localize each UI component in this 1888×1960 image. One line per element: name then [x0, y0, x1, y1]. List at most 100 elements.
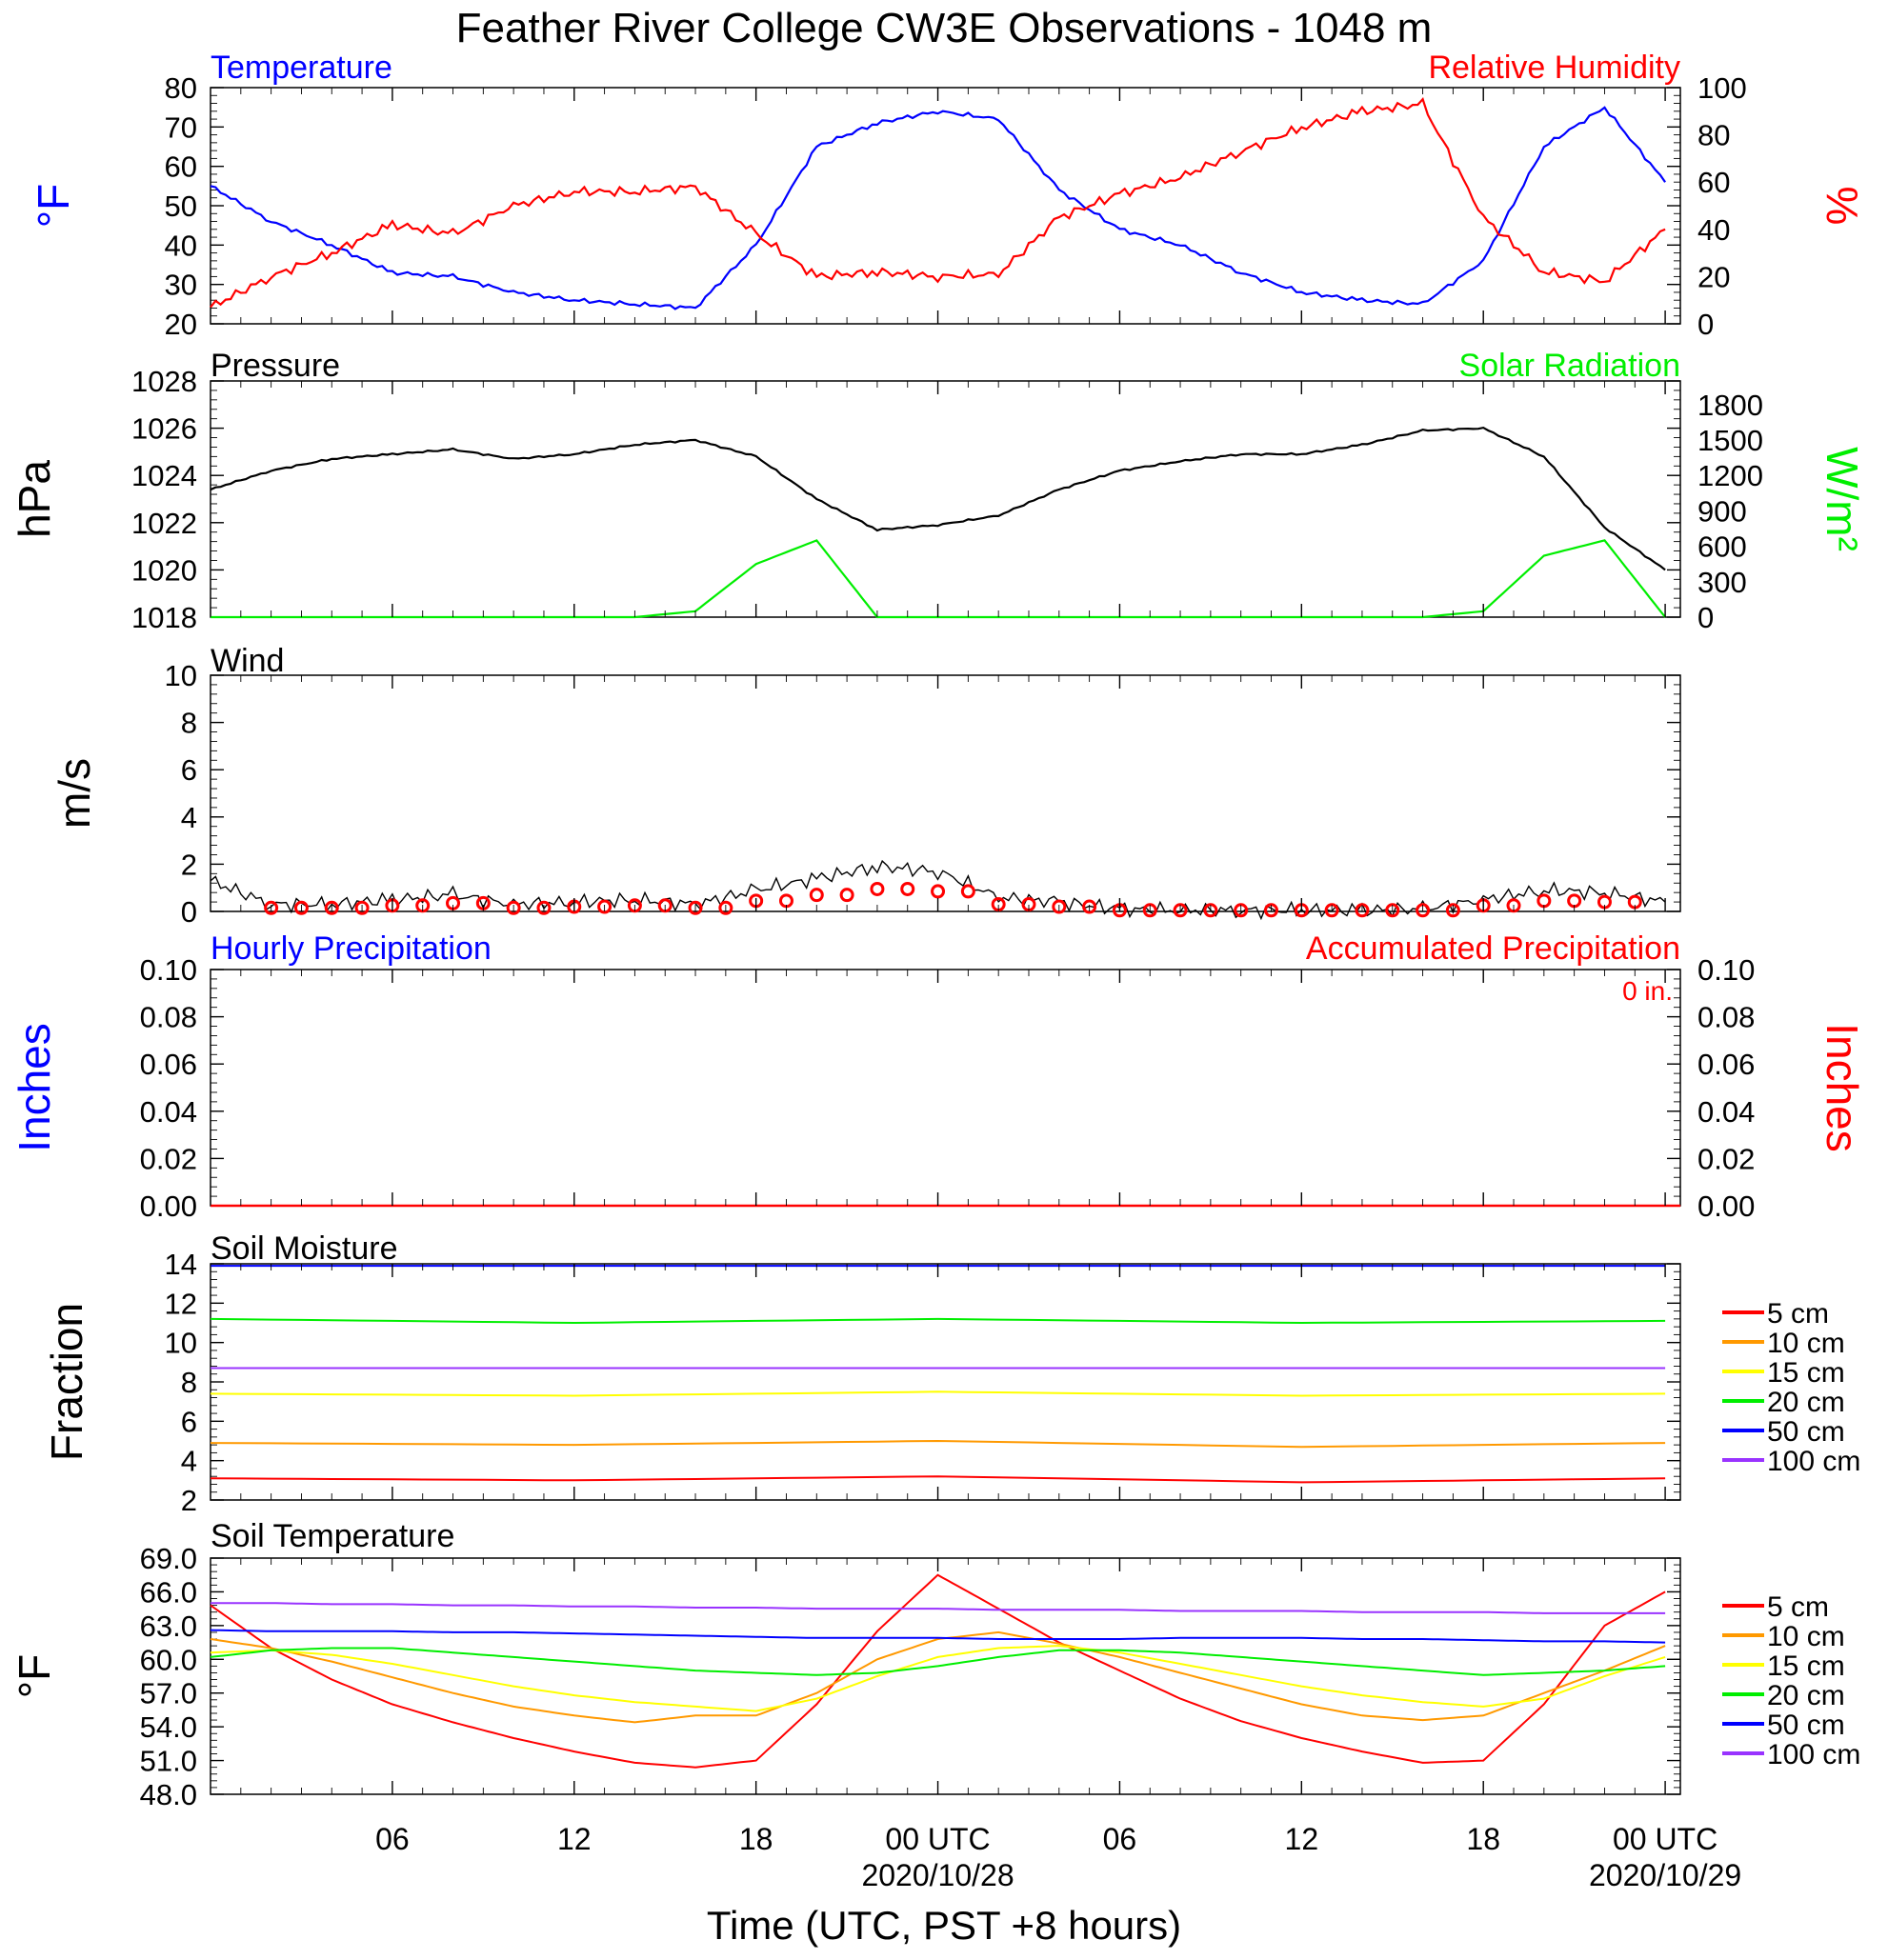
accum-precip-ylabel: Inches — [1818, 1023, 1867, 1152]
wind-calm-marker — [324, 900, 339, 915]
humidity-ylabel: % — [1818, 187, 1867, 226]
temperature-frame — [210, 87, 1681, 325]
wind-calm-marker — [809, 888, 824, 903]
y-right-tick-label: 60 — [1697, 166, 1730, 199]
soil-temperature-ylabel: °F — [10, 1654, 59, 1699]
x-tick-label: 00 UTC — [885, 1822, 990, 1856]
y-tick-label: 4 — [181, 801, 197, 834]
precip-frame — [210, 969, 1681, 1207]
legend-label: 15 cm — [1767, 1650, 1845, 1682]
y-tick-label: 57.0 — [140, 1677, 197, 1710]
y-tick-label: 48.0 — [140, 1778, 197, 1811]
y-tick-label: 60.0 — [140, 1643, 197, 1676]
series-temperature — [210, 106, 1667, 310]
x-tick-label: 18 — [739, 1822, 773, 1856]
y-tick-label: 6 — [181, 753, 197, 787]
series-soiltemp-5cm — [210, 1573, 1666, 1769]
wind-calm-marker — [1264, 903, 1279, 918]
y-tick-label: 40 — [165, 229, 197, 262]
series-pressure — [210, 426, 1666, 571]
wind-calm-marker — [1082, 899, 1097, 914]
y-tick-label: 1020 — [131, 553, 197, 587]
wind-calm-marker — [688, 900, 703, 915]
legend-label: 20 cm — [1767, 1387, 1845, 1418]
wind-calm-marker — [536, 900, 552, 915]
y-tick-label: 0.08 — [140, 1001, 197, 1034]
y-right-tick-label: 80 — [1697, 119, 1730, 152]
soil-moisture-ylabel: Fraction — [42, 1303, 91, 1461]
accum-precip-title: Accumulated Precipitation — [1306, 930, 1680, 967]
x-date-label: 2020/10/28 — [861, 1858, 1014, 1892]
x-tick-label: 12 — [557, 1822, 592, 1856]
y-tick-label: 1018 — [131, 601, 197, 634]
wind-calm-marker — [506, 900, 521, 915]
x-tick-label: 18 — [1466, 1822, 1500, 1856]
wind-calm-marker — [718, 900, 733, 915]
wind-calm-marker — [1203, 903, 1218, 918]
wind-calm-marker — [931, 884, 946, 899]
y-tick-label: 2 — [181, 848, 197, 881]
hourly-precip-ylabel: Inches — [10, 1023, 59, 1152]
x-tick-label: 12 — [1285, 1822, 1319, 1856]
panel-precipitation: Hourly Precipitation Accumulated Precipi… — [10, 930, 1867, 1223]
y-tick-label: 69.0 — [140, 1542, 197, 1575]
solar-title: Solar Radiation — [1459, 348, 1680, 384]
y-tick-label: 1026 — [131, 412, 197, 446]
wind-calm-marker — [597, 899, 613, 914]
wind-calm-marker — [1324, 903, 1339, 918]
y-right-tick-label: 100 — [1697, 71, 1747, 105]
panel-soil-temperature: Soil Temperature °F 69.066.063.060.057.0… — [10, 1518, 1860, 1811]
y-tick-label: 70 — [165, 110, 197, 144]
wind-calm-marker — [354, 900, 370, 915]
y-tick-label: 8 — [181, 707, 197, 740]
series-moisture-5cm — [210, 1475, 1666, 1484]
y-tick-label: 0.02 — [140, 1142, 197, 1175]
series-wind — [210, 859, 1666, 921]
y-tick-label: 1028 — [131, 365, 197, 398]
y-right-tick-label: 0.00 — [1697, 1190, 1755, 1223]
accum-precip-total: 0 in. — [1622, 976, 1673, 1006]
y-right-tick-label: 1500 — [1697, 424, 1763, 457]
y-right-tick-label: 1200 — [1697, 459, 1763, 492]
x-date-label: 2020/10/29 — [1589, 1858, 1741, 1892]
y-tick-label: 66.0 — [140, 1575, 197, 1609]
x-tick-label: 00 UTC — [1613, 1822, 1717, 1856]
panel-wind: Wind m/s 10 8 6 4 2 0 — [50, 643, 1681, 929]
y-right-tick-label: 0.08 — [1697, 1001, 1755, 1034]
series-moisture-10cm — [210, 1439, 1666, 1449]
x-tick-label: 06 — [375, 1822, 410, 1856]
wind-frame — [210, 674, 1681, 912]
y-tick-label: 1024 — [131, 459, 197, 492]
legend-label: 15 cm — [1767, 1357, 1845, 1389]
y-right-tick-label: 300 — [1697, 566, 1747, 599]
series-moisture-15cm — [210, 1390, 1666, 1397]
y-tick-label: 50 — [165, 190, 197, 223]
soil-temperature-frame — [210, 1557, 1681, 1795]
y-right-tick-label: 20 — [1697, 260, 1730, 293]
soil-moisture-title: Soil Moisture — [211, 1230, 398, 1267]
pressure-title: Pressure — [211, 348, 340, 384]
y-tick-label: 2 — [181, 1484, 197, 1517]
series-soiltemp-15cm — [210, 1645, 1666, 1712]
wind-calm-marker — [1445, 903, 1460, 918]
wind-calm-marker — [1355, 903, 1370, 918]
wind-calm-marker — [1385, 903, 1400, 918]
y-right-tick-label: 0.04 — [1697, 1095, 1755, 1129]
figure-title: Feather River College CW3E Observations … — [456, 5, 1433, 51]
series-relative-humidity — [210, 96, 1666, 309]
y-tick-label: 0.06 — [140, 1048, 197, 1081]
wind-title: Wind — [211, 643, 284, 679]
y-tick-label: 8 — [181, 1366, 197, 1399]
y-tick-label: 1022 — [131, 507, 197, 540]
y-right-tick-label: 0.06 — [1697, 1048, 1755, 1081]
wind-calm-marker — [1173, 903, 1188, 918]
y-tick-label: 14 — [165, 1248, 197, 1281]
y-right-tick-label: 0 — [1697, 601, 1714, 634]
y-tick-label: 51.0 — [140, 1745, 197, 1778]
temperature-title: Temperature — [211, 50, 392, 86]
